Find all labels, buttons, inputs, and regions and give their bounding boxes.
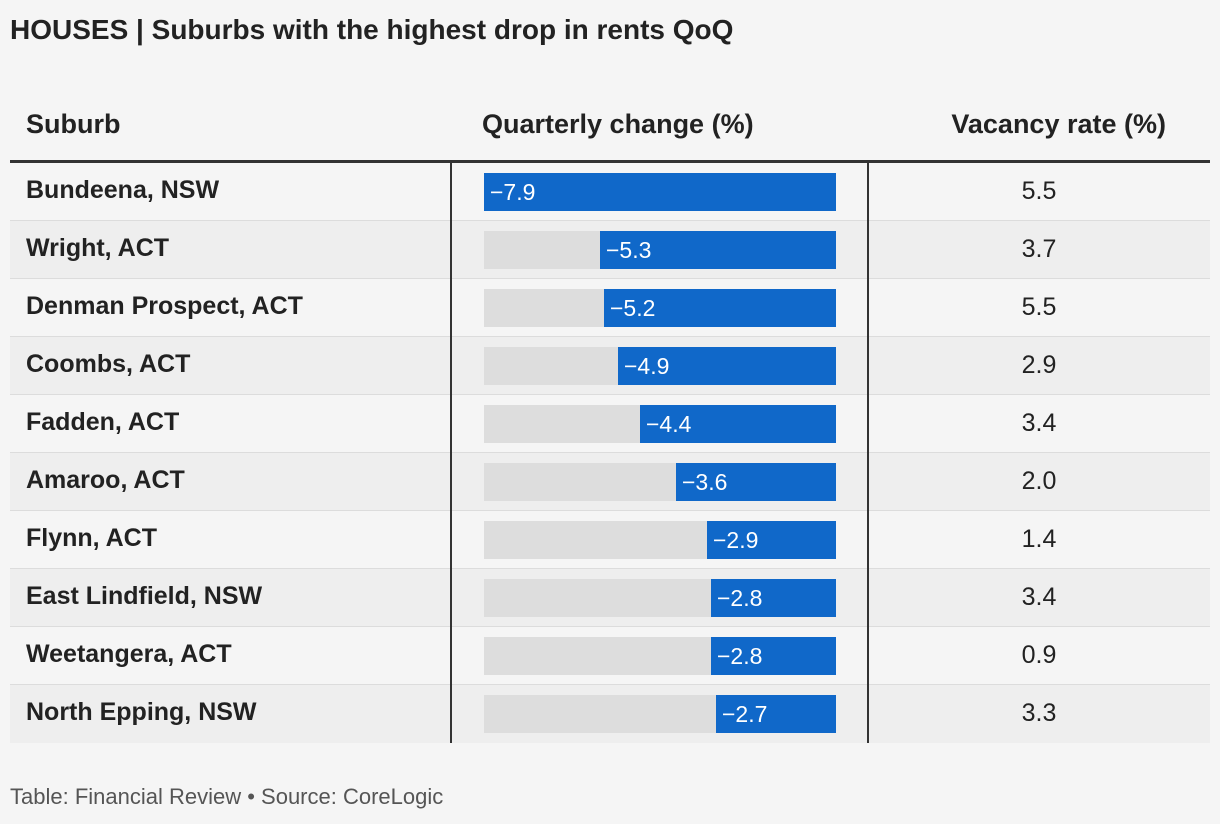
- change-bar: −2.9: [707, 521, 836, 559]
- table-body: Bundeena, NSW −7.9 5.5 Wright, ACT −5.3 3.7 De…: [10, 163, 1210, 743]
- change-bar: −4.9: [618, 347, 836, 385]
- change-value-label: −4.9: [624, 353, 670, 379]
- change-value-label: −2.8: [717, 643, 763, 669]
- column-header-suburb: Suburb: [26, 109, 121, 139]
- suburb-cell: Wright, ACT: [26, 234, 170, 262]
- column-header-quarterly-change: Quarterly change (%): [482, 109, 754, 139]
- change-value-label: −3.6: [682, 469, 728, 495]
- change-value-label: −2.7: [722, 701, 768, 727]
- suburb-cell: Fadden, ACT: [26, 408, 180, 436]
- change-value-label: −2.9: [713, 527, 759, 553]
- table-row: North Epping, NSW −2.7 3.3: [10, 685, 1210, 743]
- change-bar: −2.8: [711, 637, 836, 675]
- suburb-cell: Weetangera, ACT: [26, 640, 232, 668]
- suburb-cell: Bundeena, NSW: [26, 176, 220, 204]
- data-table: Suburb Quarterly change (%) Vacancy rate…: [10, 92, 1210, 743]
- bar-track: −3.6: [484, 463, 836, 501]
- vacancy-cell: 3.4: [1021, 409, 1057, 437]
- table-row: Flynn, ACT −2.9 1.4: [10, 511, 1210, 569]
- suburb-cell: North Epping, NSW: [26, 698, 257, 726]
- change-bar: −5.3: [600, 231, 836, 269]
- table-row: Amaroo, ACT −3.6 2.0: [10, 453, 1210, 511]
- change-bar: −2.8: [711, 579, 836, 617]
- table-row: Denman Prospect, ACT −5.2 5.5: [10, 279, 1210, 337]
- suburb-cell: East Lindfield, NSW: [26, 582, 263, 610]
- bar-track: −4.4: [484, 405, 836, 443]
- column-divider: [450, 163, 452, 743]
- bar-track: −4.9: [484, 347, 836, 385]
- bar-track: −2.8: [484, 579, 836, 617]
- change-value-label: −7.9: [490, 179, 536, 205]
- vacancy-cell: 3.4: [1021, 583, 1057, 611]
- change-value-label: −4.4: [646, 411, 692, 437]
- table-row: Wright, ACT −5.3 3.7: [10, 221, 1210, 279]
- table-row: Bundeena, NSW −7.9 5.5: [10, 163, 1210, 221]
- table-row: Fadden, ACT −4.4 3.4: [10, 395, 1210, 453]
- suburb-cell: Coombs, ACT: [26, 350, 191, 378]
- vacancy-cell: 3.3: [1021, 699, 1057, 727]
- vacancy-cell: 3.7: [1021, 235, 1057, 263]
- vacancy-cell: 2.9: [1021, 351, 1057, 379]
- change-value-label: −5.2: [610, 295, 656, 321]
- bar-track: −7.9: [484, 173, 836, 211]
- change-bar: −3.6: [676, 463, 836, 501]
- table-row: East Lindfield, NSW −2.8 3.4: [10, 569, 1210, 627]
- table-row: Coombs, ACT −4.9 2.9: [10, 337, 1210, 395]
- bar-track: −2.9: [484, 521, 836, 559]
- bar-track: −5.2: [484, 289, 836, 327]
- change-value-label: −5.3: [606, 237, 652, 263]
- bar-track: −5.3: [484, 231, 836, 269]
- bar-track: −2.8: [484, 637, 836, 675]
- suburb-cell: Flynn, ACT: [26, 524, 158, 552]
- change-bar: −4.4: [640, 405, 836, 443]
- vacancy-cell: 1.4: [1021, 525, 1057, 553]
- vacancy-cell: 5.5: [1021, 293, 1057, 321]
- bar-track: −2.7: [484, 695, 836, 733]
- vacancy-cell: 5.5: [1021, 177, 1057, 205]
- column-header-vacancy-rate: Vacancy rate (%): [951, 109, 1166, 139]
- table-header: Suburb Quarterly change (%) Vacancy rate…: [10, 92, 1210, 163]
- change-bar: −2.7: [716, 695, 836, 733]
- source-note: Table: Financial Review • Source: CoreLo…: [10, 784, 444, 809]
- change-value-label: −2.8: [717, 585, 763, 611]
- vacancy-cell: 0.9: [1021, 641, 1057, 669]
- column-divider: [867, 163, 869, 743]
- change-bar: −5.2: [604, 289, 836, 327]
- chart-title: HOUSES | Suburbs with the highest drop i…: [10, 14, 734, 45]
- table-row: Weetangera, ACT −2.8 0.9: [10, 627, 1210, 685]
- change-bar: −7.9: [484, 173, 836, 211]
- vacancy-cell: 2.0: [1021, 467, 1057, 495]
- suburb-cell: Amaroo, ACT: [26, 466, 185, 494]
- suburb-cell: Denman Prospect, ACT: [26, 292, 303, 320]
